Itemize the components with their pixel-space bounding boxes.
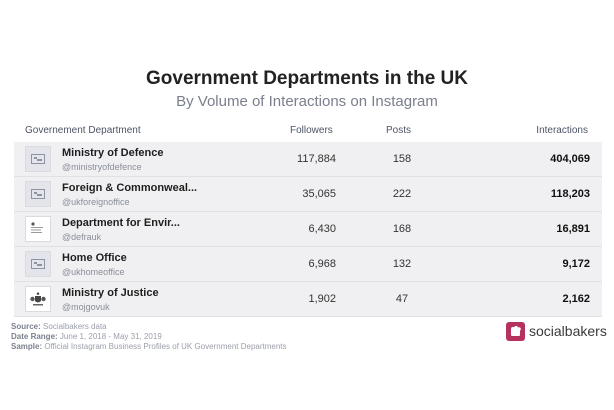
column-header-posts[interactable]: Posts (386, 125, 412, 136)
department-name[interactable]: Ministry of Defence (62, 147, 164, 159)
department-handle[interactable]: @ministryofdefence (62, 162, 142, 172)
department-name[interactable]: Department for Envir... (62, 217, 180, 229)
department-name[interactable]: Ministry of Justice (62, 287, 159, 299)
department-name[interactable]: Foreign & Commonweal... (62, 182, 198, 194)
table-row[interactable]: Foreign & Commonweal... @ukforeignoffice… (14, 177, 602, 212)
avatar (25, 251, 51, 277)
avatar (25, 286, 51, 312)
followers-value: 1,902 (308, 293, 336, 305)
interactions-value: 16,891 (556, 223, 590, 235)
department-handle[interactable]: @ukhomeoffice (62, 267, 125, 277)
avatar (25, 181, 51, 207)
interactions-value: 9,172 (562, 258, 590, 270)
posts-value: 158 (392, 153, 412, 165)
page-title: Government Departments in the UK (146, 68, 468, 89)
table-row[interactable]: Ministry of Justice @mojgovuk 1,902 47 2… (14, 282, 602, 317)
footer-date-range: Date Range: June 1, 2018 - May 31, 2019 (11, 332, 162, 341)
department-handle[interactable]: @ukforeignoffice (62, 197, 130, 207)
image-placeholder-icon (31, 189, 45, 199)
posts-value: 47 (395, 293, 409, 305)
column-header-followers[interactable]: Followers (290, 125, 333, 136)
footer-source: Source: Socialbakers data (11, 322, 107, 331)
followers-value: 117,884 (297, 153, 336, 165)
followers-value: 35,065 (302, 188, 336, 200)
avatar (25, 146, 51, 172)
department-handle[interactable]: @mojgovuk (62, 302, 110, 312)
column-header-interactions[interactable]: Interactions (536, 125, 588, 136)
avatar (25, 216, 51, 242)
image-placeholder-icon (31, 154, 45, 164)
followers-value: 6,968 (308, 258, 336, 270)
table-row[interactable]: Department for Envir... @defrauk 6,430 1… (14, 212, 602, 247)
brand-name: socialbakers (529, 323, 607, 339)
column-header-department[interactable]: Governement Department (25, 125, 141, 136)
socialbakers-logo-icon (506, 321, 525, 341)
interactions-value: 404,069 (550, 153, 590, 165)
table-header: Governement Department Followers Posts I… (14, 120, 602, 143)
page-subtitle: By Volume of Interactions on Instagram (176, 93, 438, 110)
royal-arms-icon (29, 290, 47, 308)
crest-icon (29, 220, 47, 238)
posts-value: 222 (392, 188, 412, 200)
table-body: Ministry of Defence @ministryofdefence 1… (14, 142, 602, 317)
department-handle[interactable]: @defrauk (62, 232, 102, 242)
footer-notes: Source: Socialbakers data Date Range: Ju… (11, 322, 287, 352)
interactions-value: 118,203 (550, 188, 590, 200)
posts-value: 132 (392, 258, 412, 270)
table-row[interactable]: Home Office @ukhomeoffice 6,968 132 9,17… (14, 247, 602, 282)
footer-sample: Sample: Official Instagram Business Prof… (11, 342, 287, 351)
interactions-value: 2,162 (562, 293, 590, 305)
followers-value: 6,430 (308, 223, 336, 235)
image-placeholder-icon (31, 259, 45, 269)
department-name[interactable]: Home Office (62, 252, 127, 264)
brand-logo[interactable]: socialbakers (506, 320, 607, 342)
posts-value: 168 (392, 223, 412, 235)
table-row[interactable]: Ministry of Defence @ministryofdefence 1… (14, 142, 602, 177)
